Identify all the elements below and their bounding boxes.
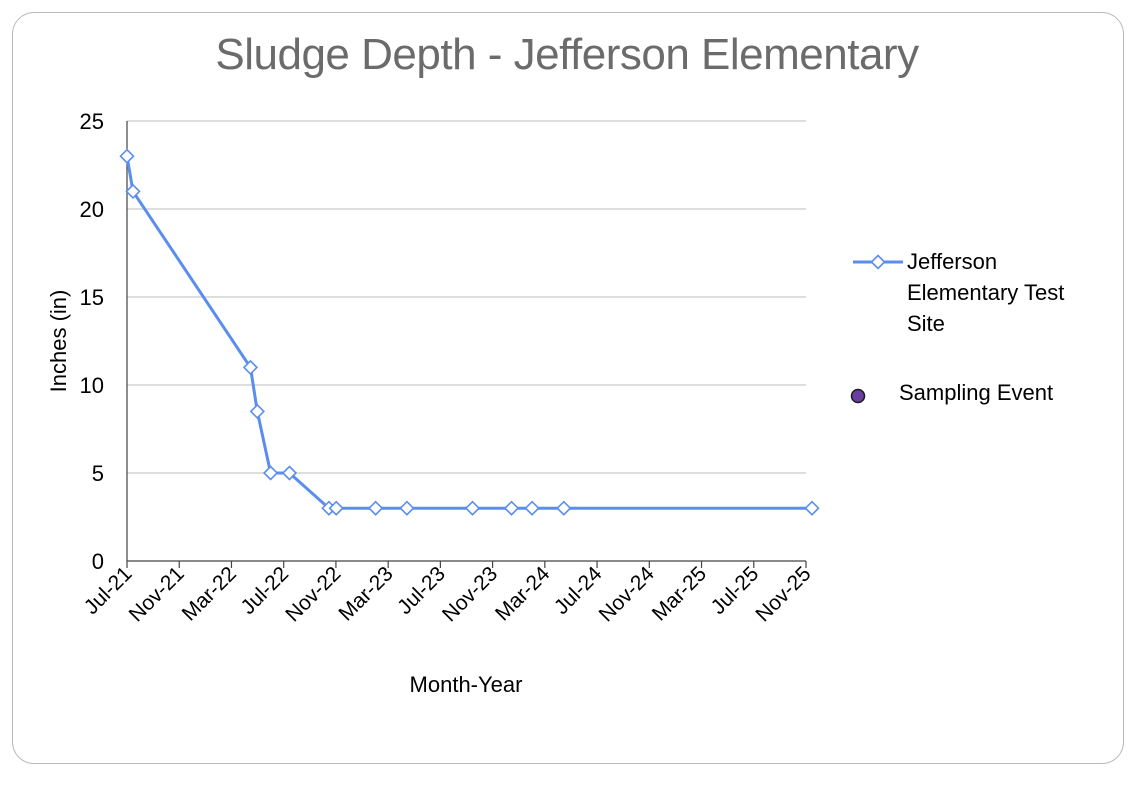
x-tick-label: Nov-22: [281, 562, 345, 626]
data-point: [119, 148, 135, 164]
data-point: [367, 500, 384, 516]
data-point: [262, 465, 279, 481]
data-point: [556, 500, 572, 516]
x-tick-label: Nov-24: [595, 562, 659, 626]
chart-frame: [12, 12, 1124, 764]
data-point: [524, 500, 540, 516]
data-point: [503, 500, 520, 516]
data-point: [804, 500, 820, 516]
x-tick-label: Nov-21: [125, 562, 189, 626]
legend-label-sampling-event: Sampling Event: [899, 380, 1054, 405]
y-tick-label: 10: [80, 373, 104, 398]
x-tick-label: Mar-24: [491, 562, 555, 626]
y-tick-label: 20: [80, 197, 104, 222]
y-tick-label: 0: [92, 549, 104, 574]
chart-title: Sludge Depth - Jefferson Elementary: [215, 30, 919, 79]
x-tick-label: Mar-25: [648, 562, 711, 625]
legend-label-test-site: Jefferson Elementary Test Site: [907, 249, 1065, 336]
data-point: [242, 359, 259, 376]
data-point: [281, 465, 298, 481]
data-point: [125, 183, 141, 200]
x-tick-label: Nov-25: [751, 562, 815, 626]
x-tick-label: Nov-23: [438, 562, 502, 626]
x-tick-label: Mar-22: [178, 562, 241, 625]
y-axis-title: Inches (in): [46, 290, 71, 393]
y-tick-label: 5: [92, 461, 104, 486]
x-tick-label: Mar-23: [334, 562, 397, 625]
legend-dot-symbol: [850, 388, 866, 404]
data-point: [249, 403, 265, 420]
y-tick-label: 15: [80, 285, 104, 310]
data-point: [328, 500, 344, 516]
x-axis-title: Month-Year: [410, 672, 523, 697]
data-point: [464, 500, 481, 516]
legend-diamond-symbol: [870, 254, 886, 270]
y-tick-label: 25: [80, 109, 104, 134]
data-point: [399, 500, 415, 516]
